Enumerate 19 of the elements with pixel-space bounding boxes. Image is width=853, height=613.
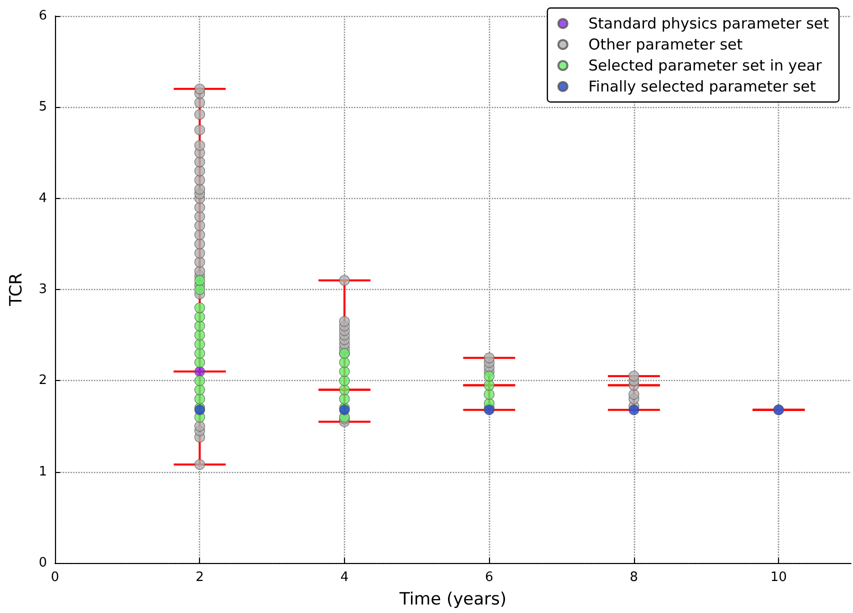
- legend-label: Other parameter set: [588, 36, 743, 54]
- legend-label: Selected parameter set in year: [588, 56, 823, 74]
- legend-label: Finally selected parameter set: [588, 78, 816, 96]
- y-axis-title: TCR: [6, 272, 26, 308]
- x-tick-label: 10: [770, 570, 787, 585]
- x-tick-label: 0: [50, 570, 60, 585]
- y-tick-label: 6: [38, 8, 47, 24]
- y-tick-label: 4: [38, 190, 47, 206]
- legend-label: Standard physics parameter set: [588, 14, 830, 32]
- y-tick-label: 2: [38, 373, 47, 388]
- y-tick-label: 3: [38, 282, 47, 297]
- x-tick-label: 6: [485, 570, 494, 585]
- y-tick-label: 1: [38, 464, 47, 480]
- x-tick-label: 4: [340, 570, 349, 585]
- x-axis-title: Time (years): [398, 590, 507, 610]
- x-tick-label: 8: [630, 570, 638, 585]
- y-tick-label: 0: [38, 556, 47, 570]
- y-tick-label: 5: [38, 100, 47, 115]
- x-tick-label: 2: [196, 570, 204, 585]
